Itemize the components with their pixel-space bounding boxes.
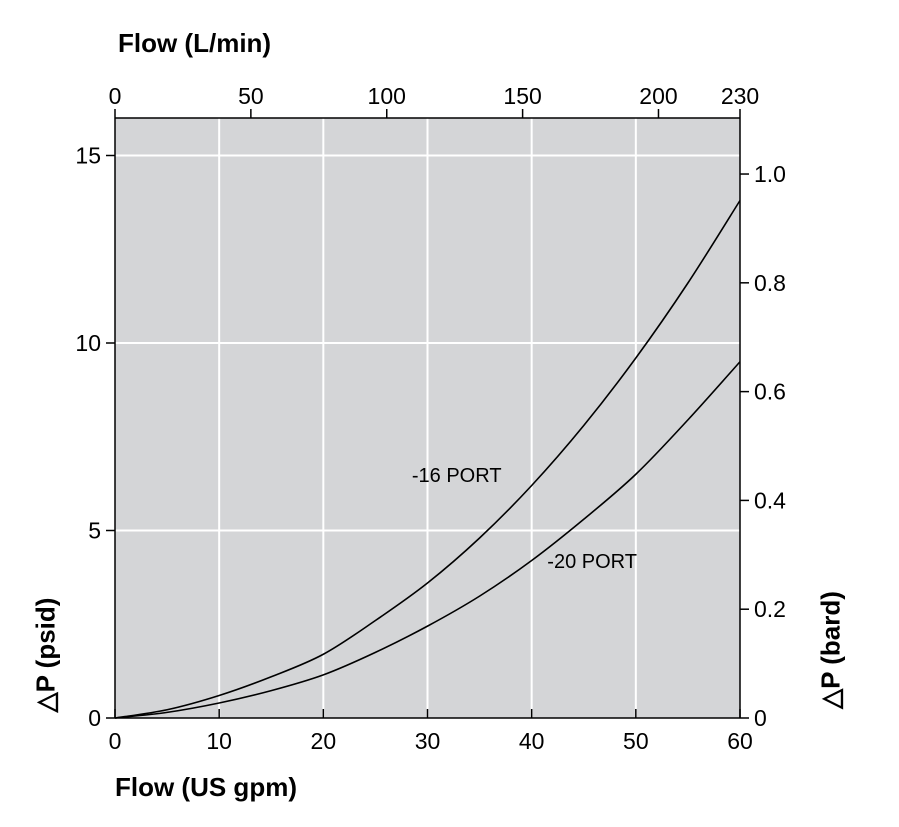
right-tick-label-0.2: 0.2 (754, 596, 786, 622)
series-line-16-port (114, 200, 741, 719)
right-tick-label-0.8: 0.8 (754, 270, 786, 296)
left-tick-label-10: 10 (75, 330, 101, 356)
bottom-tick-label-60: 60 (727, 728, 753, 754)
series-label-16-port: -16 PORT (412, 465, 502, 487)
right-tick-label-1: 1.0 (754, 161, 786, 187)
bottom-axis-title: Flow (US gpm) (115, 772, 297, 802)
left-tick-label-5: 5 (88, 518, 101, 544)
left-tick-label-0: 0 (88, 705, 101, 731)
left-tick-label-15: 15 (75, 143, 101, 169)
bottom-tick-label-30: 30 (415, 728, 441, 754)
top-tick-label-50: 50 (238, 83, 264, 109)
curve-labels: -16 PORT -20 PORT (412, 465, 637, 573)
bottom-tick-label-0: 0 (109, 728, 122, 754)
series-label-20-port: -20 PORT (547, 551, 637, 573)
top-tick-label-150: 150 (503, 83, 541, 109)
bottom-tick-label-20: 20 (311, 728, 337, 754)
series-lines (114, 200, 741, 719)
bottom-tick-label-40: 40 (519, 728, 545, 754)
bottom-tick-label-50: 50 (623, 728, 649, 754)
right-tick-label-0.4: 0.4 (754, 487, 786, 513)
ticks: 0 10 20 30 40 50 600 50 100 150 200 23005101500.20.… (75, 83, 786, 754)
series-line-20-port (114, 361, 741, 719)
top-tick-label-0: 0 (109, 83, 122, 109)
right-tick-label-0.6: 0.6 (754, 379, 786, 405)
grid-lines (115, 118, 740, 718)
bottom-tick-label-10: 10 (206, 728, 232, 754)
top-axis-title: Flow (L/min) (118, 28, 272, 58)
right-tick-label-0: 0 (754, 705, 767, 731)
top-tick-label-230: 230 (721, 83, 759, 109)
top-tick-label-200: 200 (639, 83, 677, 109)
top-tick-label-100: 100 (368, 83, 406, 109)
